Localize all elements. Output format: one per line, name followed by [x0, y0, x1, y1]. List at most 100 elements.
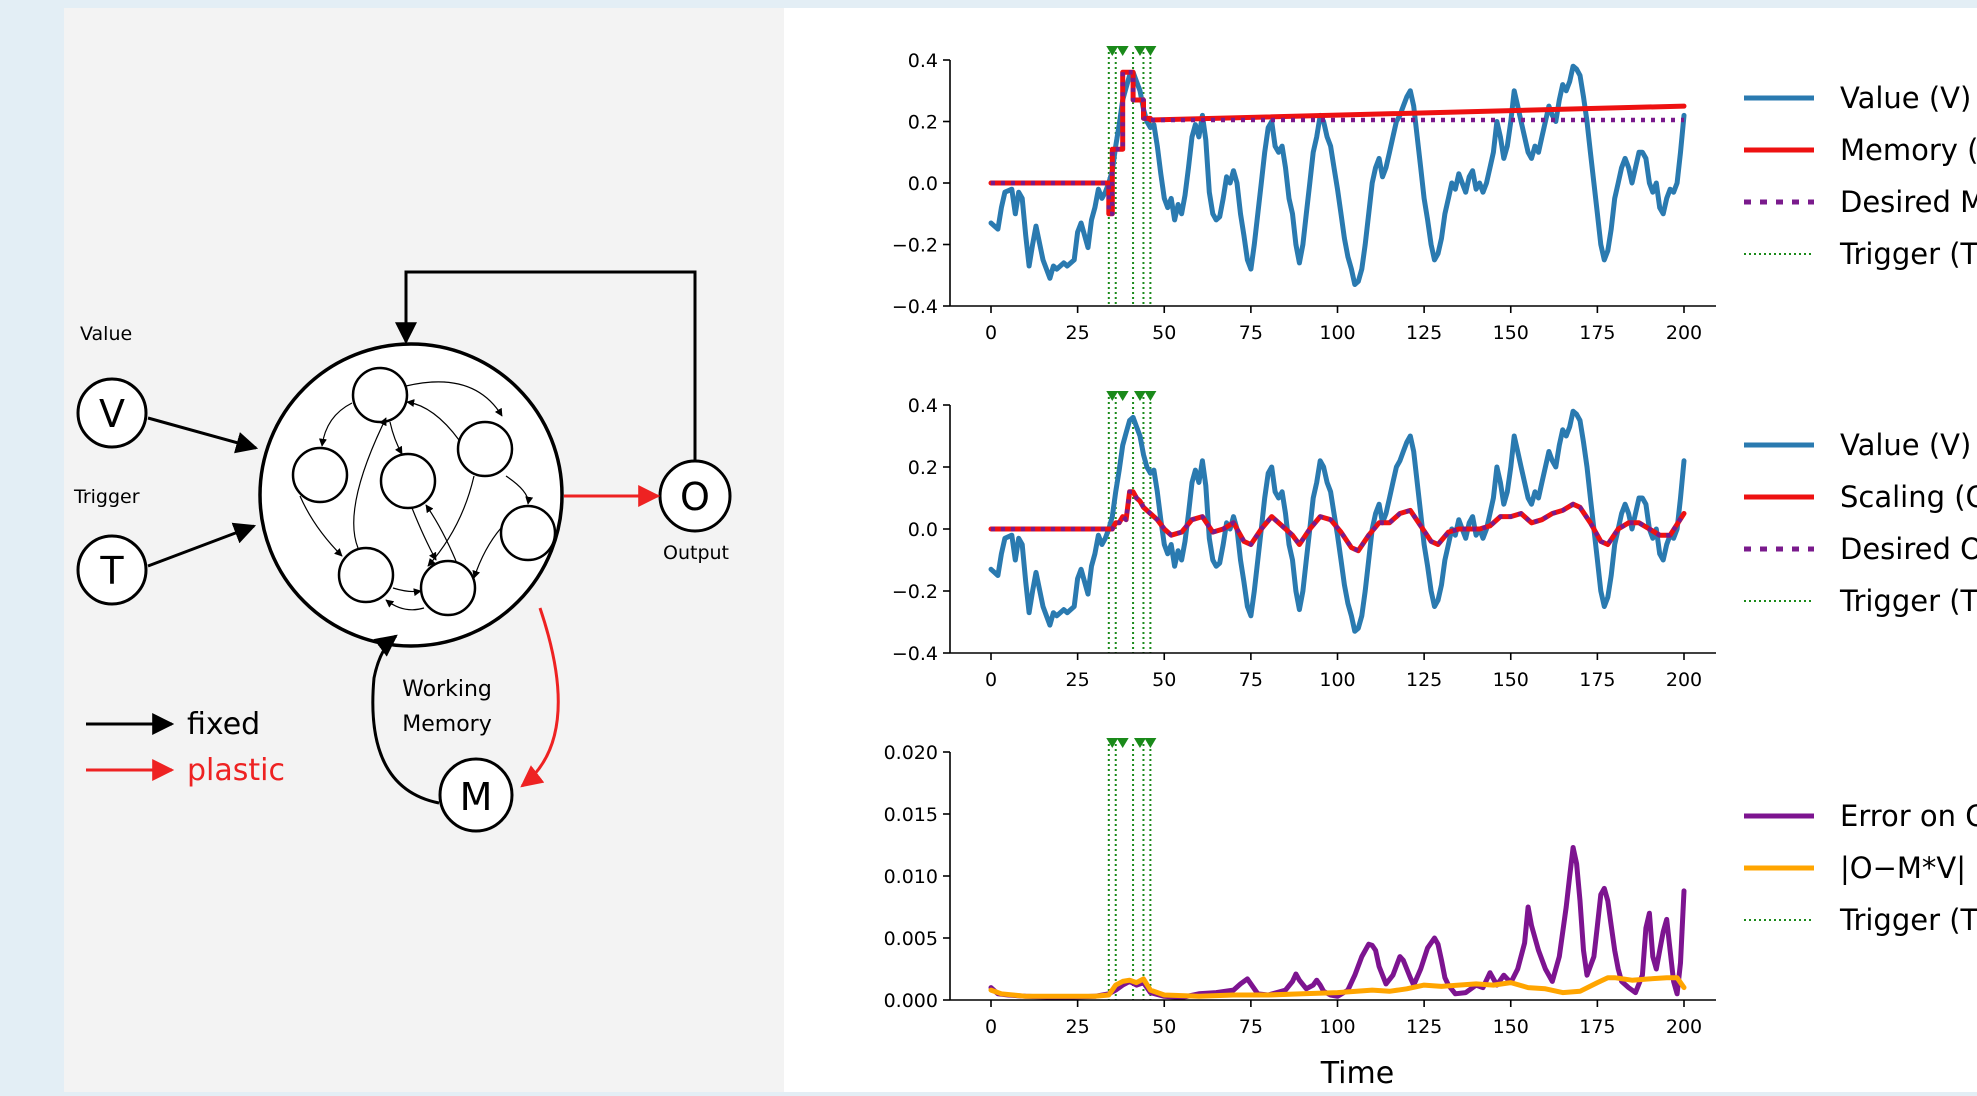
- trigger-marker: [1116, 738, 1129, 748]
- recurrent-neurons: [291, 366, 557, 617]
- output-feedback-arrow: [395, 270, 697, 461]
- trigger-marker: [1133, 738, 1146, 748]
- x-tick-label: 100: [1319, 669, 1355, 691]
- series-line-3-2: [988, 975, 1687, 999]
- output-node-letter: O: [680, 475, 710, 519]
- legend-label: Trigger (T): [1839, 584, 1977, 618]
- x-tick-label: 50: [1152, 669, 1176, 691]
- x-tick-label: 125: [1406, 669, 1442, 691]
- x-tick-label: 175: [1579, 669, 1615, 691]
- chart-panel-3: 0.020 0.015 0.010 0.005 0.000 0 25 50 75 100 125 15…: [884, 738, 1977, 1038]
- trigger-marker: [1106, 738, 1119, 748]
- trigger-marker: [1106, 391, 1119, 401]
- network-diagram-panel: Value V Trigger T: [64, 8, 784, 1092]
- neuron: [291, 446, 349, 504]
- working-memory-label-2: Memory: [402, 712, 491, 737]
- neuron: [351, 366, 409, 424]
- x-tick-label: 50: [1152, 322, 1176, 344]
- x-tick-label: 0: [985, 669, 997, 691]
- y-tick-label: 0.010: [884, 866, 938, 888]
- x-tick-label: 25: [1066, 669, 1090, 691]
- neuron: [379, 452, 437, 510]
- neuron: [456, 420, 514, 478]
- x-tick-label: 125: [1406, 1016, 1442, 1038]
- value-node-letter: V: [99, 392, 125, 436]
- x-tick-label: 200: [1666, 669, 1702, 691]
- neuron: [337, 546, 395, 604]
- value-node-label: Value: [80, 323, 132, 345]
- legend-label: Scaling (O): [1840, 480, 1977, 514]
- x-tick-label: 100: [1319, 322, 1355, 344]
- memory-node: [438, 757, 514, 833]
- x-tick-label: 175: [1579, 322, 1615, 344]
- memory-node-letter: M: [460, 775, 493, 819]
- series-line-2-3: [991, 489, 1686, 553]
- y-tick-label: 0.000: [884, 990, 938, 1012]
- series-line-3-1: [988, 845, 1687, 1000]
- x-tick-label: 150: [1493, 669, 1529, 691]
- y-tick-label: −0.2: [892, 581, 938, 603]
- y-tick-label: 0.020: [884, 742, 938, 764]
- chart-panel-2: 0.4 0.2 0.0 −0.2 −0.4 0 25 50 75 100 125 150 175 200 V…: [892, 391, 1977, 691]
- trigger-node-letter: T: [99, 549, 124, 593]
- y-tick-label: 0.005: [884, 928, 938, 950]
- x-tick-label: 25: [1066, 322, 1090, 344]
- x-tick-label: 0: [985, 322, 997, 344]
- x-tick-label: 200: [1666, 1016, 1702, 1038]
- figure-canvas: Value V Trigger T: [64, 8, 1977, 1092]
- x-tick-label: 75: [1239, 322, 1263, 344]
- trigger-input-arrow: [147, 522, 257, 568]
- value-node: [76, 377, 148, 449]
- x-tick-label: 200: [1666, 322, 1702, 344]
- trigger-marker: [1106, 46, 1119, 56]
- y-tick-label: −0.4: [892, 296, 938, 318]
- x-tick-label: 150: [1493, 1016, 1529, 1038]
- network-diagram: Value V Trigger T: [73, 270, 732, 833]
- series-line-2-1: [988, 408, 1687, 634]
- y-tick-label: −0.4: [892, 643, 938, 665]
- y-tick-label: 0.2: [908, 112, 938, 134]
- y-tick-label: −0.2: [892, 235, 938, 257]
- series-line-1-2: [988, 69, 1687, 217]
- x-tick-label: 175: [1579, 1016, 1615, 1038]
- plastic-legend-label: plastic: [187, 753, 285, 788]
- y-tick-label: 0.2: [908, 457, 938, 479]
- x-tick-label: 150: [1493, 322, 1529, 344]
- memory-feedback-arrow: [371, 634, 440, 805]
- legend-label: |O−M*V|: [1840, 851, 1966, 885]
- output-node-label: Output: [663, 542, 729, 564]
- y-tick-label: 0.015: [884, 804, 938, 826]
- y-tick-label: 0.4: [908, 50, 938, 72]
- trigger-marker: [1144, 738, 1157, 748]
- recurrent-connections: [299, 381, 534, 611]
- x-tick-label: 75: [1239, 669, 1263, 691]
- value-input-arrow: [147, 416, 259, 454]
- series-line-1-1: [988, 63, 1687, 287]
- x-tick-label: 100: [1319, 1016, 1355, 1038]
- results-charts: 0.4 0.2 0.0 −0.2 −0.4 0 25 50 75 100 125 150 175 200 V…: [884, 46, 1977, 1091]
- y-tick-label: 0.0: [908, 519, 938, 541]
- legend-label: Trigger (T): [1839, 237, 1977, 271]
- x-tick-label: 0: [985, 1016, 997, 1038]
- plastic-memory-arrow: [520, 607, 560, 788]
- trigger-marker: [1144, 46, 1157, 56]
- x-tick-label: 125: [1406, 322, 1442, 344]
- trigger-marker: [1133, 391, 1146, 401]
- trigger-marker: [1116, 46, 1129, 56]
- trigger-marker: [1116, 391, 1129, 401]
- legend-label: Value (V): [1840, 81, 1971, 115]
- legend-label: Error on O: [1840, 799, 1977, 833]
- y-tick-label: 0.4: [908, 395, 938, 417]
- working-memory-label-1: Working: [402, 677, 492, 702]
- neuron: [419, 559, 477, 617]
- legend-label: Trigger (T): [1839, 903, 1977, 937]
- trigger-node-label: Trigger: [73, 486, 140, 508]
- legend-label: Desired M: [1840, 185, 1977, 219]
- x-tick-label: 25: [1066, 1016, 1090, 1038]
- trigger-marker: [1144, 391, 1157, 401]
- neuron: [499, 504, 557, 562]
- legend-label: Desired O: [1840, 532, 1977, 566]
- trigger-node: [76, 534, 148, 606]
- y-tick-label: 0.0: [908, 173, 938, 195]
- x-axis-label: Time: [1320, 1056, 1394, 1091]
